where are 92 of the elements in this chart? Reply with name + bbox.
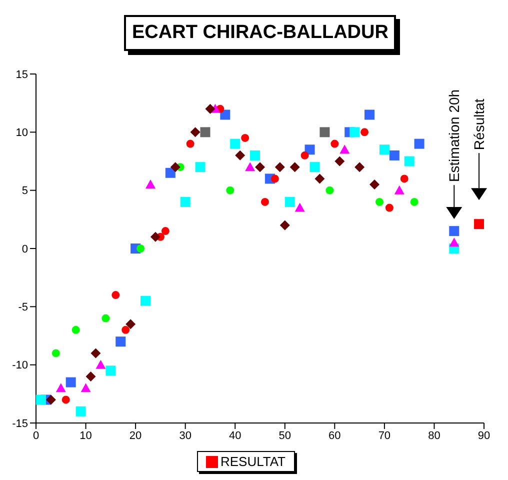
point — [310, 162, 320, 172]
point — [334, 156, 345, 166]
point — [230, 138, 240, 149]
point — [62, 396, 70, 404]
point — [96, 360, 106, 369]
point — [136, 244, 145, 252]
point — [255, 162, 265, 172]
point — [294, 202, 305, 212]
x-tick-label: 0 — [32, 430, 40, 442]
point — [116, 336, 126, 347]
point — [241, 134, 250, 142]
point — [354, 162, 365, 172]
point — [449, 226, 460, 236]
y-tick-label: 0 — [22, 243, 28, 256]
point — [72, 326, 80, 334]
point — [245, 162, 256, 172]
x-tick-label: 10 — [80, 430, 92, 442]
point — [56, 383, 66, 392]
annotation: Résultat — [471, 98, 488, 150]
point — [195, 162, 206, 172]
point — [66, 377, 76, 388]
point — [350, 127, 360, 138]
chart-title: ECART CHIRAC-BALLADUR — [124, 15, 396, 51]
point — [86, 371, 96, 382]
point — [186, 140, 194, 148]
point — [379, 144, 390, 155]
point — [161, 227, 170, 236]
point — [280, 220, 290, 230]
x-tick-label: 20 — [129, 430, 142, 442]
point — [314, 174, 325, 184]
point — [76, 406, 86, 416]
point — [102, 314, 110, 322]
point — [326, 186, 334, 194]
y-tick-label: 10 — [16, 127, 28, 140]
point — [300, 151, 309, 160]
point — [145, 180, 156, 189]
point — [369, 180, 380, 190]
point — [364, 110, 375, 120]
x-tick-label: 30 — [179, 430, 192, 442]
point — [165, 168, 176, 178]
legend-label: RESULTAT — [219, 454, 286, 469]
point — [80, 383, 91, 392]
point — [385, 204, 394, 212]
point — [190, 127, 200, 138]
point — [290, 162, 300, 172]
point — [106, 366, 116, 376]
x-tick-label: 50 — [278, 430, 292, 442]
point — [235, 150, 246, 160]
point — [150, 232, 160, 242]
point — [360, 128, 369, 136]
point — [126, 319, 136, 330]
y-tick-label: 15 — [16, 68, 28, 81]
x-tick-label: 90 — [478, 430, 490, 442]
point — [404, 156, 414, 166]
point — [375, 198, 384, 206]
y-tick-label: 5 — [22, 185, 28, 198]
point — [90, 348, 101, 358]
point — [180, 196, 190, 207]
x-tick-label: 70 — [378, 430, 391, 442]
point — [449, 238, 460, 247]
point — [226, 186, 234, 194]
y-tick-label: -10 — [12, 360, 28, 372]
x-tick-label: 40 — [228, 430, 242, 442]
point — [320, 127, 330, 138]
point — [170, 162, 180, 172]
point — [205, 104, 216, 114]
point — [474, 219, 484, 230]
point — [284, 196, 295, 207]
point — [140, 296, 151, 306]
x-tick-label: 60 — [328, 430, 341, 442]
x-tick-label: 80 — [428, 430, 440, 442]
point — [270, 174, 279, 183]
point — [394, 185, 404, 194]
point — [200, 127, 210, 138]
point — [304, 144, 315, 155]
point — [112, 291, 120, 300]
point — [414, 138, 424, 149]
point — [340, 144, 350, 154]
point — [274, 162, 285, 172]
y-tick-label: -15 — [12, 418, 28, 430]
point — [330, 140, 339, 148]
point — [260, 198, 269, 206]
annotation: Estimation 20h — [446, 89, 462, 182]
point — [36, 394, 46, 405]
point — [389, 150, 400, 160]
point — [250, 150, 260, 160]
point — [410, 198, 418, 206]
point — [122, 326, 130, 334]
point — [400, 174, 408, 183]
point — [46, 394, 56, 405]
y-tick-label: -5 — [18, 302, 28, 314]
point — [52, 349, 60, 358]
